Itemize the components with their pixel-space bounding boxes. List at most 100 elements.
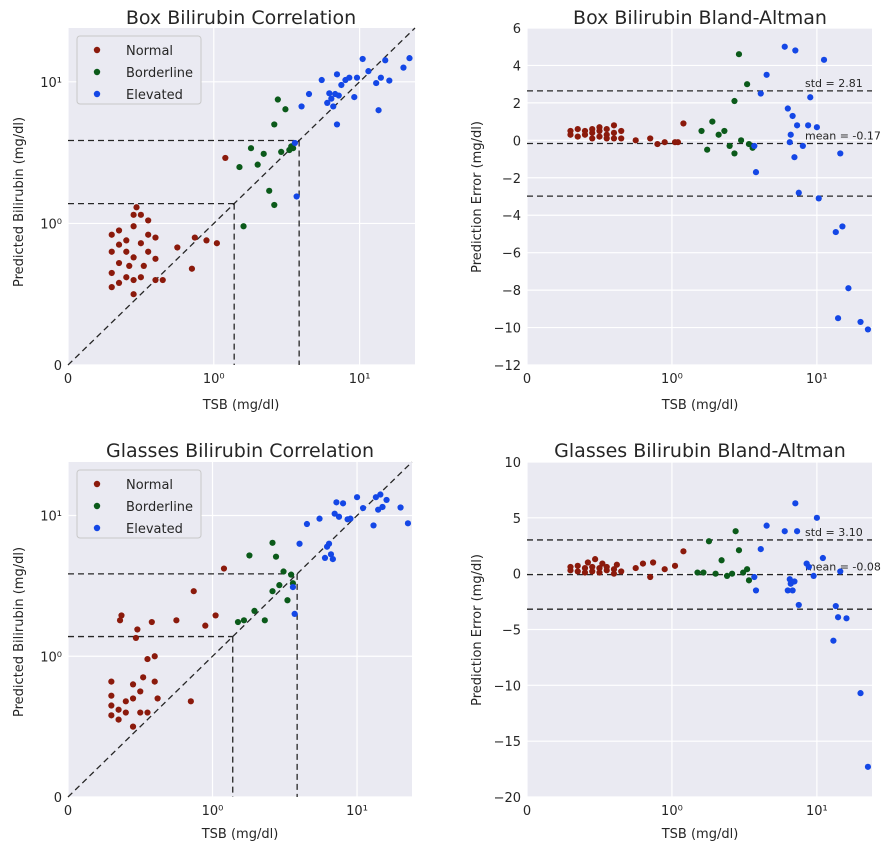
data-point-normal <box>610 566 618 573</box>
y-tick-label: 0 <box>513 568 521 583</box>
data-point-elevated <box>296 540 303 547</box>
y-tick-label: 10 <box>504 456 521 471</box>
x-tick-label: 0 <box>64 804 72 819</box>
data-point-borderline <box>284 597 291 604</box>
data-point-normal <box>122 698 129 705</box>
data-point-borderline <box>744 566 751 573</box>
data-point-normal <box>603 126 610 133</box>
data-point-elevated <box>787 131 794 138</box>
data-point-normal <box>152 276 159 284</box>
data-point-elevated <box>845 285 852 292</box>
data-point-elevated <box>324 99 331 106</box>
data-point-elevated <box>810 572 817 580</box>
legend-marker <box>93 68 101 76</box>
data-point-borderline <box>274 96 281 103</box>
data-point-elevated <box>792 500 799 507</box>
data-point-elevated <box>820 56 828 63</box>
y-tick-label: −10 <box>494 322 521 337</box>
data-point-normal <box>137 211 144 218</box>
data-point-elevated <box>379 503 386 511</box>
data-point-elevated <box>397 504 404 511</box>
data-point-elevated <box>353 494 361 501</box>
data-point-borderline <box>272 553 280 560</box>
data-point-borderline <box>240 223 247 230</box>
glasses-correlation-panel: Glasses Bilirubin Correlation TSB (mg/dl… <box>12 440 413 842</box>
x-tick-label: 0 <box>64 372 72 387</box>
data-point-elevated <box>359 504 367 512</box>
data-point-normal <box>187 698 194 705</box>
data-point-borderline <box>290 145 297 152</box>
data-point-borderline <box>266 187 273 194</box>
legend-label: Normal <box>126 478 173 493</box>
data-point-elevated <box>339 500 347 507</box>
data-point-elevated <box>400 64 407 71</box>
data-point-borderline <box>731 97 738 105</box>
data-point-elevated <box>807 94 814 101</box>
legend-marker <box>93 524 101 532</box>
data-point-elevated <box>373 79 380 87</box>
y-tick-label: 10⁰ <box>40 650 62 665</box>
data-point-elevated <box>819 554 826 562</box>
data-point-elevated <box>333 71 341 78</box>
data-point-normal <box>632 137 639 144</box>
mean-annotation: mean = -0.08 <box>805 561 881 574</box>
data-point-normal <box>212 612 219 619</box>
data-point-normal <box>191 234 198 241</box>
data-point-borderline <box>744 81 751 88</box>
data-point-borderline <box>278 148 285 155</box>
y-tick-label: 4 <box>513 59 521 74</box>
data-point-elevated <box>303 520 311 528</box>
data-point-borderline <box>718 557 725 564</box>
data-point-normal <box>145 231 152 238</box>
data-point-borderline <box>251 607 258 615</box>
y-tick-label: 10¹ <box>40 76 62 91</box>
legend <box>76 469 202 539</box>
data-point-normal <box>599 560 606 567</box>
y-tick-label: 0 <box>54 791 62 806</box>
glasses-bland-altman-panel: Glasses Bilirubin Bland-Altman TSB (mg/d… <box>470 440 881 842</box>
data-point-elevated <box>792 47 799 54</box>
panel-title: Box Bilirubin Bland-Altman <box>573 7 827 29</box>
data-point-borderline <box>698 127 705 135</box>
data-point-elevated <box>864 763 872 770</box>
data-point-elevated <box>813 124 820 131</box>
y-tick-label: 0 <box>513 134 521 149</box>
std-annotation: std = 3.10 <box>805 526 863 539</box>
data-point-normal <box>115 706 122 713</box>
data-point-borderline <box>276 582 283 589</box>
data-point-normal <box>596 569 603 576</box>
data-point-normal <box>133 204 140 211</box>
y-tick-label: −10 <box>494 679 521 694</box>
data-point-elevated <box>839 223 846 230</box>
data-point-elevated <box>305 90 313 98</box>
data-point-borderline <box>745 577 753 584</box>
panel-title: Glasses Bilirubin Bland-Altman <box>554 440 846 462</box>
data-point-elevated <box>793 528 801 535</box>
data-point-normal <box>647 573 654 581</box>
data-point-elevated <box>830 637 837 644</box>
y-tick-label: −6 <box>502 247 521 262</box>
data-point-normal <box>137 688 144 695</box>
data-point-normal <box>144 655 151 663</box>
data-point-borderline <box>715 131 722 138</box>
data-point-normal <box>680 548 687 555</box>
data-point-elevated <box>813 514 820 521</box>
data-point-elevated <box>326 90 333 97</box>
data-point-elevated <box>386 77 393 84</box>
data-point-elevated <box>793 122 801 129</box>
data-point-normal <box>108 692 115 699</box>
data-point-normal <box>130 223 137 230</box>
data-point-elevated <box>291 610 298 617</box>
data-point-borderline <box>735 51 743 58</box>
legend <box>76 35 202 105</box>
data-point-normal <box>115 227 123 234</box>
data-point-borderline <box>738 137 745 144</box>
data-point-elevated <box>757 546 764 553</box>
data-point-elevated <box>316 515 323 522</box>
x-axis-label: TSB (mg/dl) <box>202 398 280 413</box>
panel-title: Box Bilirubin Correlation <box>126 7 356 29</box>
data-point-normal <box>567 127 574 135</box>
data-point-normal <box>592 556 599 563</box>
data-point-borderline <box>271 121 278 128</box>
